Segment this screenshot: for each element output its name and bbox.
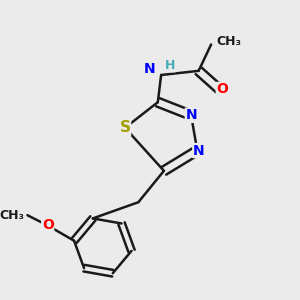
Text: N: N (144, 62, 156, 76)
Text: O: O (42, 218, 54, 233)
Text: S: S (119, 120, 130, 135)
Text: O: O (216, 82, 228, 97)
Text: N: N (193, 144, 204, 158)
Text: CH₃: CH₃ (217, 35, 242, 48)
Text: H: H (165, 59, 175, 72)
Text: N: N (185, 108, 197, 122)
Text: CH₃: CH₃ (0, 209, 25, 222)
